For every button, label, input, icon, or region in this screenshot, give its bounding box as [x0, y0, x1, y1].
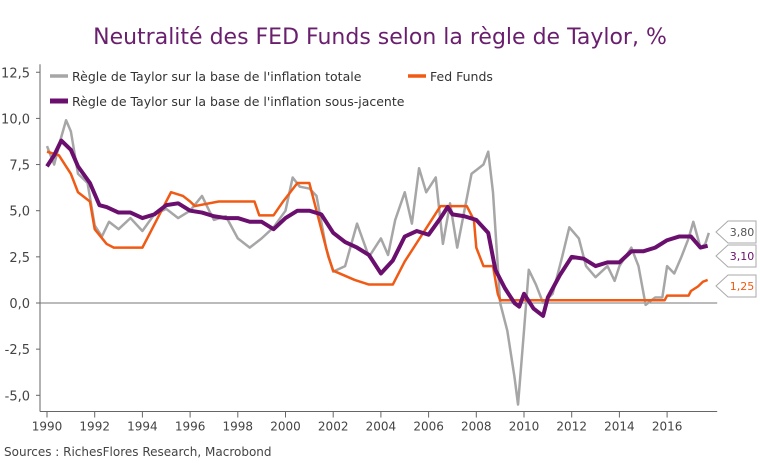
end-value-label: 3,80: [730, 226, 755, 239]
y-tick-label: 5,0: [9, 205, 30, 220]
y-tick-label: 12,5: [1, 66, 30, 81]
x-tick-label: 2008: [461, 420, 492, 434]
end-value-box: [715, 244, 757, 268]
y-tick-label: 0,0: [9, 297, 30, 312]
y-tick-label: 2,5: [9, 251, 30, 266]
end-value-box: [715, 220, 757, 244]
x-tick-label: 2000: [270, 420, 301, 434]
legend-label: Règle de Taylor sur la base de l'inflati…: [72, 69, 362, 84]
series-line-2: [45, 138, 709, 318]
x-tick-label: 1994: [127, 420, 158, 434]
x-tick-label: 2012: [556, 420, 587, 434]
end-value-box: [715, 274, 757, 298]
y-tick-label: -2,5: [5, 343, 30, 358]
legend-label: Fed Funds: [430, 69, 493, 84]
x-tick-label: 2016: [652, 420, 683, 434]
end-value-label: 1,25: [730, 280, 755, 293]
y-tick-label: -5,0: [5, 389, 30, 404]
x-tick-label: 1998: [223, 420, 254, 434]
x-tick-label: 2002: [318, 420, 349, 434]
x-tick-label: 2010: [509, 420, 540, 434]
x-tick-label: 1990: [32, 420, 63, 434]
x-tick-label: 2014: [604, 420, 635, 434]
y-tick-label: 10,0: [1, 112, 30, 127]
y-tick-label: 7,5: [9, 159, 30, 174]
x-tick-label: 1996: [175, 420, 206, 434]
x-tick-label: 1992: [79, 420, 110, 434]
end-value-label: 3,10: [730, 250, 755, 263]
x-tick-label: 2006: [413, 420, 444, 434]
x-tick-label: 2004: [366, 420, 397, 434]
series-line-1: [46, 150, 709, 302]
legend-label: Règle de Taylor sur la base de l'inflati…: [72, 94, 405, 109]
chart-title: Neutralité des FED Funds selon la règle …: [93, 25, 667, 50]
source-note: Sources : RichesFlores Research, Macrobo…: [4, 445, 272, 459]
